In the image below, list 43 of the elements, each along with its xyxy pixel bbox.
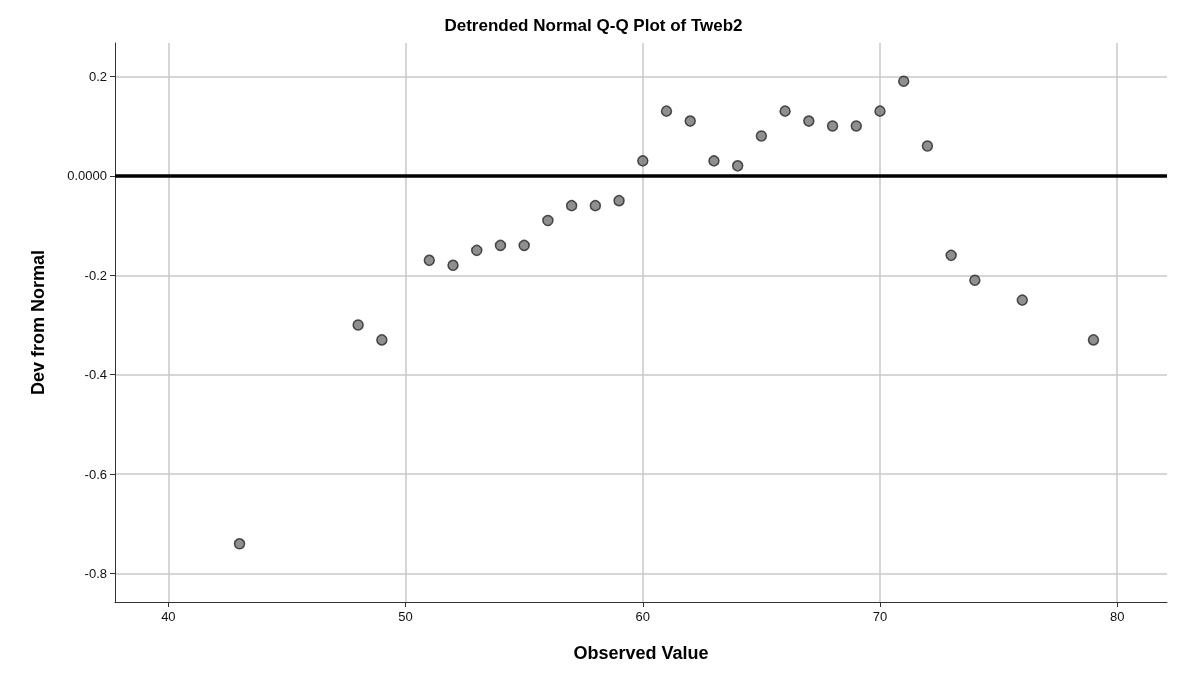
point bbox=[708, 155, 720, 167]
y-axis-title: Dev from Normal bbox=[28, 249, 48, 396]
point bbox=[803, 115, 815, 127]
point bbox=[494, 239, 507, 252]
point bbox=[731, 160, 744, 172]
point bbox=[945, 249, 957, 262]
point bbox=[897, 75, 910, 88]
point bbox=[826, 120, 839, 132]
point bbox=[637, 155, 649, 167]
x-tick-label: 40 bbox=[161, 609, 176, 624]
point bbox=[1016, 294, 1029, 306]
point bbox=[471, 244, 483, 257]
point bbox=[684, 115, 696, 127]
y-tick-label: -0.6 bbox=[84, 466, 107, 482]
point bbox=[921, 140, 934, 152]
point bbox=[874, 105, 886, 117]
y-tick-label: -0.4 bbox=[84, 367, 107, 383]
point bbox=[352, 319, 364, 331]
point bbox=[1087, 334, 1100, 346]
x-tick-label: 70 bbox=[872, 609, 888, 624]
point bbox=[565, 199, 578, 212]
point bbox=[447, 259, 459, 272]
point bbox=[660, 105, 673, 117]
point bbox=[850, 120, 863, 132]
x-axis-title: Observed Value bbox=[573, 643, 709, 663]
point bbox=[518, 239, 530, 252]
point bbox=[779, 105, 791, 117]
point bbox=[233, 538, 246, 550]
x-tick-label: 60 bbox=[635, 609, 651, 624]
point bbox=[613, 194, 625, 207]
point bbox=[376, 334, 388, 346]
point bbox=[755, 130, 768, 142]
y-tick-label: -0.8 bbox=[84, 566, 107, 582]
point bbox=[969, 274, 981, 286]
x-tick-label: 80 bbox=[1109, 609, 1125, 624]
y-tick-label: 0.0000 bbox=[67, 168, 107, 184]
y-tick-label: -0.2 bbox=[84, 267, 107, 283]
point bbox=[589, 199, 602, 212]
chart-title: Detrended Normal Q-Q Plot of Tweb2 bbox=[444, 16, 743, 35]
point bbox=[423, 254, 436, 267]
x-tick-label: 50 bbox=[398, 609, 413, 624]
y-tick-label: 0.2 bbox=[88, 68, 107, 84]
point bbox=[542, 214, 554, 227]
